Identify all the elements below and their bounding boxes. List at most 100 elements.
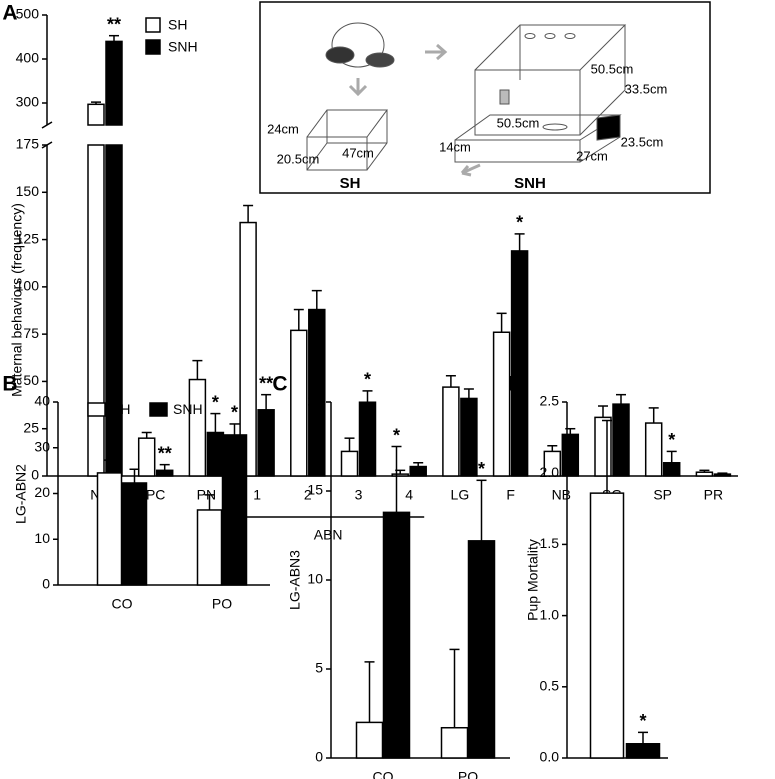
x-tick-label: PC [146,487,165,503]
error-bar [547,444,558,452]
y-tick-label: 15 [307,482,323,498]
opening [542,123,568,131]
panel-letter: A [2,2,17,25]
group-label: ABN [314,527,343,543]
bar [105,144,123,477]
legend-label: SH [111,401,130,417]
bar [340,450,359,477]
snh-chamber [474,24,627,136]
error-bar [210,412,221,433]
x-tick-label: SP [653,487,672,503]
bar [612,403,630,477]
inset-label: SH [340,175,361,192]
bar [355,721,384,759]
pups [365,52,395,68]
inset-label: 50.5cm [497,115,540,130]
inset-label: 24cm [267,121,299,136]
sh-cage [306,109,388,171]
legend-swatch [87,402,106,417]
x-tick-label: F [506,487,515,503]
significance-star: ** [259,373,273,393]
inset-label: 23.5cm [621,134,664,149]
panel-letter: C [272,373,287,396]
x-tick-label: PO [458,769,478,779]
bar [561,433,580,477]
bar [206,431,225,477]
y-tick-label: 0.5 [540,678,560,694]
x-tick-label: LG [451,487,470,503]
x-tick-label: 2 [304,487,312,503]
x-tick-label: NB [552,487,571,503]
x-tick-label: CO [112,596,133,612]
bar [188,378,207,477]
x-tick-label: 1 [253,487,261,503]
significance-star: * [231,403,238,423]
inset-label: SNH [514,175,546,192]
significance-star: * [668,430,675,450]
bar [221,434,248,586]
significance-star: * [212,392,219,412]
error-bar [648,407,659,424]
bar [644,422,663,477]
y-tick-label: 25 [23,419,39,435]
error-bar [449,648,460,728]
y-tick-label: 125 [16,230,40,246]
error-bar [159,463,170,471]
error-bar [362,390,373,403]
bar [257,409,275,477]
y-tick-label: 10 [34,530,50,546]
error-bar [192,359,203,380]
arrow [460,163,481,177]
bar [662,462,681,477]
y-tick-label: 500 [16,6,40,22]
panel-letter: D [508,373,523,396]
error-bar [413,462,424,467]
error-bar [261,393,272,410]
axis-break [41,121,53,129]
y-axis-label: LG-ABN3 [287,550,303,610]
legend-swatch [145,17,161,33]
y-axis-label: Pup Mortality [525,539,541,621]
y-tick-label: 1.0 [540,606,560,622]
bar [137,437,156,477]
error-bar [129,468,140,483]
legend-label: SH [168,17,187,33]
inset-diagram [259,1,711,194]
y-axis-label: Maternal behaviors (frequency) [9,203,25,397]
inset-label: 50.5cm [591,61,634,76]
error-bar [514,233,525,251]
y-tick-label: 2.0 [540,464,560,480]
y-tick-label: 20 [307,393,323,409]
legend-swatch [145,39,161,55]
x-tick-label: PO [212,596,232,612]
bar-upper-segment [87,103,105,126]
bar [87,144,105,477]
y-tick-label: 0 [315,749,323,765]
inset-label: 20.5cm [277,151,320,166]
significance-star: * [516,213,523,233]
error-bar [141,431,152,439]
error-bar [243,204,254,223]
x-tick-label: PR [704,487,723,503]
error-bar [717,472,728,475]
error-bar [391,445,402,513]
hole [544,33,556,39]
bar [409,465,427,477]
error-bar [476,479,487,541]
y-tick-label: 30 [34,438,50,454]
error-bar [496,312,507,333]
error-bar [638,731,648,744]
panel-letter: B [2,373,17,396]
y-axis-label: LG-ABN2 [13,464,29,524]
bar [625,743,661,759]
bar [358,401,377,477]
error-bar [229,423,240,435]
error-bar [109,34,119,42]
legend-label: SNH [173,401,203,417]
hole [524,33,536,39]
error-bar [666,450,677,463]
bar [196,509,223,586]
inset-label: 14cm [439,139,471,154]
x-tick-label: 4 [405,487,413,503]
y-tick-label: 0.0 [540,749,560,765]
